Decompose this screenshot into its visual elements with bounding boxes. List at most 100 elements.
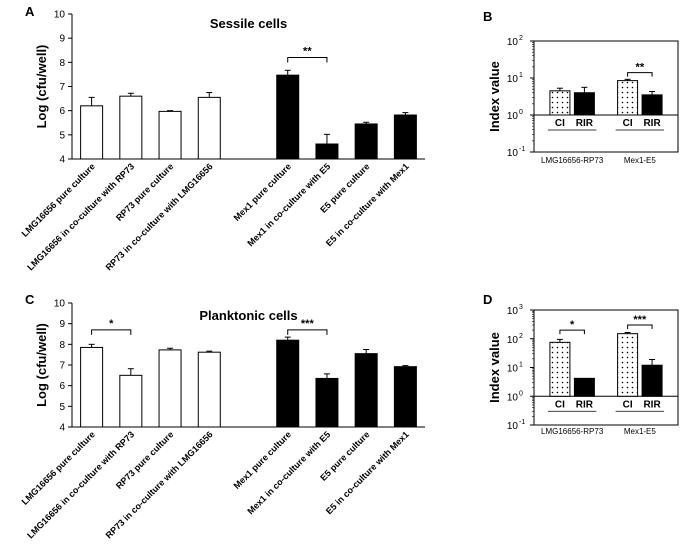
- y-axis-label: Log (cfu/well): [34, 323, 49, 407]
- y-tick-label: 5: [59, 130, 65, 141]
- chart-title: Planktonic cells: [199, 308, 297, 323]
- bar: [119, 374, 143, 428]
- y-tick-exponent: -1: [519, 146, 525, 153]
- significance-label: **: [303, 46, 312, 58]
- y-tick-label: 10: [507, 306, 519, 317]
- y-tick-exponent: 1: [519, 362, 523, 369]
- y-tick-label: 4: [59, 155, 65, 166]
- y-axis-label: Index value: [487, 61, 502, 132]
- y-axis-label: Log (cfu/well): [34, 45, 49, 129]
- bar: [549, 90, 571, 116]
- significance-label: **: [636, 62, 645, 74]
- x-tick-label: LMG16656 pure culture: [20, 161, 97, 238]
- bar: [354, 353, 378, 428]
- y-tick-label: 7: [59, 361, 65, 372]
- y-tick-exponent: 3: [519, 304, 523, 311]
- y-tick-label: 6: [59, 381, 65, 392]
- significance-label: *: [570, 319, 575, 331]
- group-label: Mex1-E5: [624, 427, 657, 436]
- y-tick-label: 7: [59, 82, 65, 93]
- y-tick-exponent: 0: [519, 109, 523, 116]
- x-tick-label: CI: [555, 399, 565, 410]
- bar: [641, 364, 663, 397]
- y-tick-label: 10: [507, 74, 519, 85]
- y-tick-label: 10: [507, 392, 519, 403]
- y-tick-label: 10: [507, 148, 519, 159]
- panel-label: D: [483, 292, 492, 307]
- y-tick-label: 8: [59, 340, 65, 351]
- significance-bracket: [627, 72, 653, 77]
- y-tick-label: 9: [59, 34, 65, 45]
- significance-bracket: [287, 329, 328, 335]
- bar: [158, 110, 182, 160]
- bar: [119, 95, 143, 160]
- y-tick-label: 5: [59, 402, 65, 413]
- y-tick-exponent: 1: [519, 72, 523, 79]
- plot-frame: [533, 40, 679, 153]
- panel-label: B: [483, 9, 492, 24]
- chart-title: Sessile cells: [210, 16, 287, 31]
- bar: [393, 114, 417, 160]
- y-tick-label: 10: [507, 364, 519, 375]
- y-axis-label: Index value: [487, 332, 502, 403]
- significance-label: *: [109, 318, 114, 330]
- significance-bracket: [91, 329, 132, 335]
- panel-label: C: [25, 292, 35, 307]
- bar: [573, 92, 595, 116]
- x-tick-label: Mex1 in co-culture with E5: [245, 429, 332, 516]
- y-tick-exponent: -1: [519, 419, 525, 426]
- panel-label: A: [25, 4, 35, 19]
- x-tick-label: E5 in co-culture with Mex1: [324, 161, 411, 248]
- y-tick-exponent: 2: [519, 333, 523, 340]
- x-tick-label: RIR: [643, 399, 661, 410]
- x-tick-label: RIR: [576, 118, 594, 129]
- chart-a: A 4 5 6 7 8 9 10 Log (cfu/well) Sessile cells LMG1…: [20, 4, 425, 272]
- bar: [276, 74, 300, 160]
- y-tick-exponent: 2: [519, 35, 523, 42]
- x-tick-label: Mex1 in co-culture with E5: [245, 161, 332, 248]
- y-tick-label: 6: [59, 106, 65, 117]
- y-tick-label: 10: [507, 421, 519, 432]
- group-label: Mex1-E5: [624, 156, 657, 165]
- bar: [617, 333, 639, 397]
- x-tick-label: E5 in co-culture with Mex1: [324, 429, 411, 516]
- significance-bracket: [559, 329, 585, 335]
- bar: [80, 105, 104, 160]
- group-label: LMG16656-RP73: [541, 427, 604, 436]
- y-tick-label: 10: [507, 37, 519, 48]
- group-label: LMG16656-RP73: [541, 156, 604, 165]
- y-tick-label: 4: [59, 423, 65, 434]
- bar: [197, 351, 221, 428]
- y-tick-label: 10: [507, 111, 519, 122]
- significance-label: ***: [633, 314, 647, 326]
- x-tick-label: CI: [623, 399, 633, 410]
- significance-bracket: [627, 324, 653, 330]
- bar: [315, 143, 339, 160]
- bar: [197, 96, 221, 160]
- bar: [354, 123, 378, 160]
- x-tick-label: CI: [623, 118, 633, 129]
- y-tick-label: 10: [54, 299, 66, 310]
- y-tick-exponent: 0: [519, 390, 523, 397]
- bar: [80, 346, 104, 428]
- bar: [617, 80, 639, 116]
- x-tick-label: CI: [555, 118, 565, 129]
- y-tick-label: 9: [59, 319, 65, 330]
- significance-label: ***: [301, 318, 315, 330]
- bar: [393, 366, 417, 428]
- x-tick-label: RIR: [643, 118, 661, 129]
- significance-bracket: [287, 57, 328, 63]
- y-tick-label: 10: [507, 335, 519, 346]
- x-tick-label: LMG16656 pure culture: [20, 429, 97, 506]
- y-tick-label: 10: [54, 10, 66, 21]
- bar: [641, 94, 663, 116]
- bar: [549, 341, 571, 397]
- bar: [158, 349, 182, 428]
- y-tick-label: 8: [59, 58, 65, 69]
- chart-c: C 4 5 6 7 8 9 10 Log (cfu/well) Planktonic cells L…: [20, 292, 425, 540]
- bar: [315, 377, 339, 428]
- x-tick-label: RIR: [576, 399, 594, 410]
